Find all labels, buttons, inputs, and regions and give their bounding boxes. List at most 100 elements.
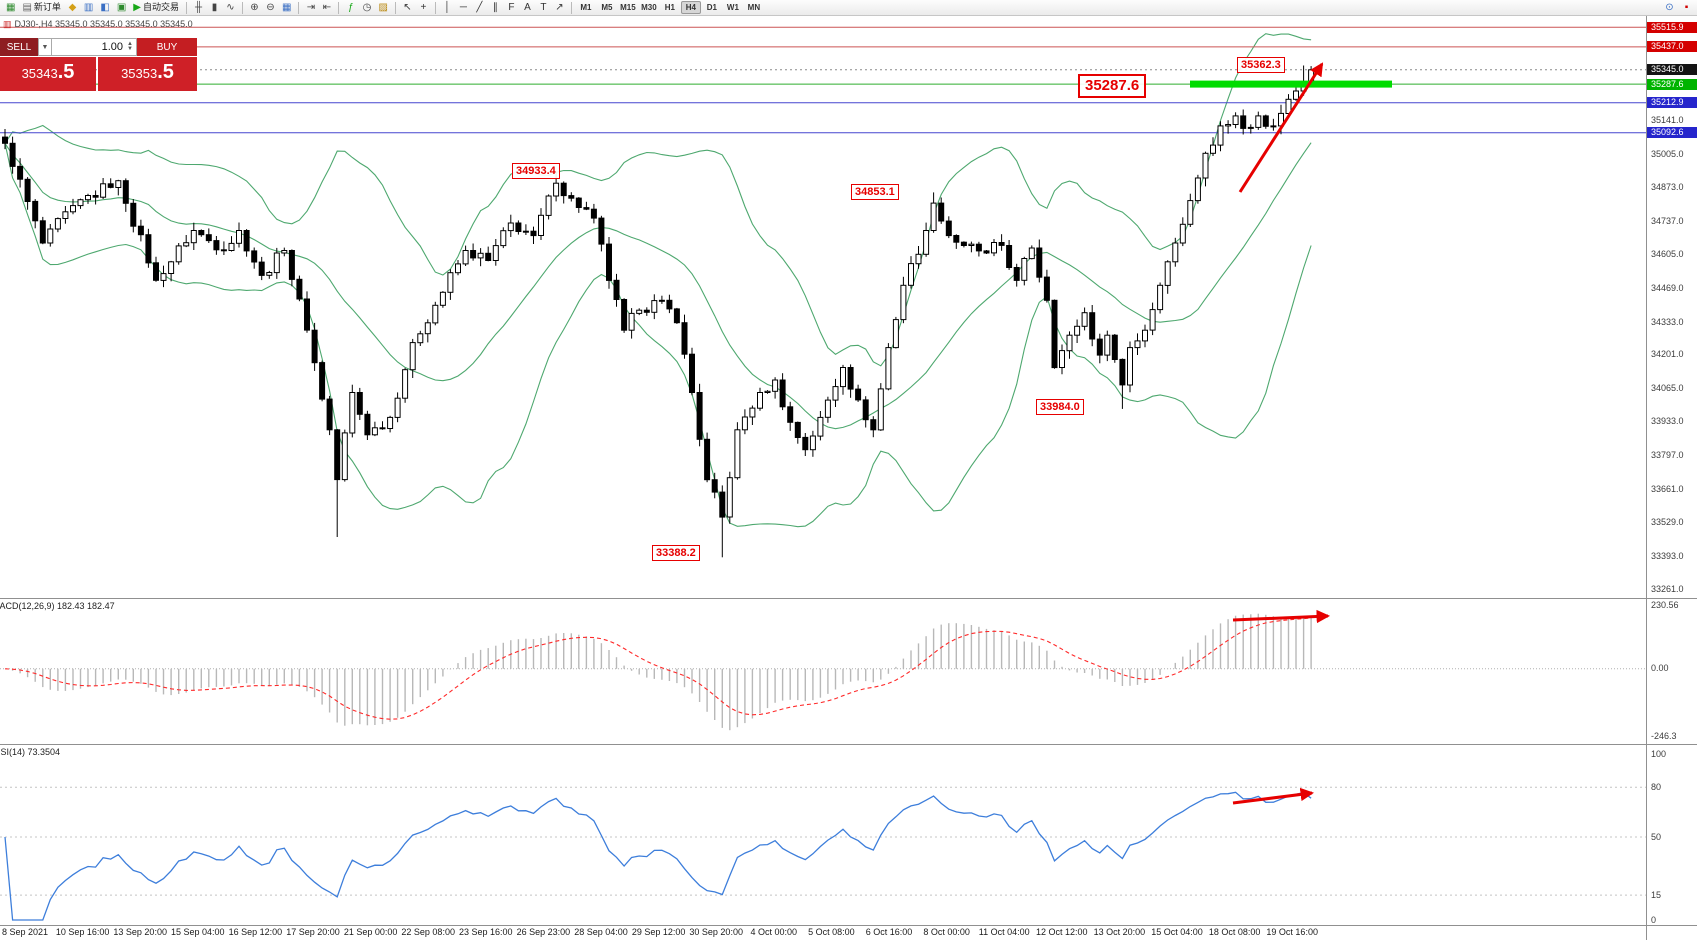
timeframe-m30[interactable]: M30 <box>641 3 657 12</box>
chart-shift-icon[interactable]: ⇤ <box>319 1 334 15</box>
time-axis-label: 13 Oct 20:00 <box>1093 927 1146 937</box>
templates-icon[interactable]: ▨ <box>375 1 390 15</box>
toolbar-separator <box>338 1 340 14</box>
axis-label: 33661.0 <box>1651 483 1684 494</box>
new-chart-icon[interactable]: ▦ <box>3 1 18 15</box>
axis-label: 0 <box>1651 914 1657 925</box>
timeframe-m15[interactable]: M15 <box>620 3 636 12</box>
auto-scroll-icon: ⇥ <box>306 1 316 13</box>
bar-chart-icon: ╫ <box>194 1 203 13</box>
price-callout: 35287.6 <box>1078 74 1147 98</box>
autotrading-button[interactable]: ▶ 自动交易 <box>130 1 182 15</box>
crosshair-icon[interactable]: + <box>416 1 431 15</box>
timeframe-mn[interactable]: MN <box>747 3 761 12</box>
periods-icon[interactable]: ◷ <box>359 1 374 15</box>
new-order-button[interactable]: ▤ 新订单 <box>19 1 63 15</box>
channel-icon: ∥ <box>492 1 498 13</box>
zoom-out-icon[interactable]: ⊖ <box>263 1 278 15</box>
timeframe-m5[interactable]: M5 <box>601 3 613 12</box>
sell-button[interactable]: SELL <box>0 38 38 56</box>
axis-label: 34469.0 <box>1651 282 1684 293</box>
horizontal-line-icon[interactable]: ─ <box>456 1 471 15</box>
toolbar-right: ⊙ ▪ <box>1662 1 1694 15</box>
trendline-icon[interactable]: ╱ <box>472 1 487 15</box>
candlestick-chart-icon[interactable]: ▮ <box>207 1 222 15</box>
axis-label: 35005.0 <box>1651 149 1684 159</box>
data-window-icon[interactable]: ◧ <box>97 1 112 15</box>
price-callout: 33388.2 <box>652 545 700 561</box>
alert-icon[interactable]: ▪ <box>1684 1 1689 13</box>
zoom-in-icon: ⊕ <box>250 1 259 13</box>
time-axis-label: 15 Oct 04:00 <box>1151 927 1203 937</box>
axis-label: 35141.0 <box>1651 115 1684 126</box>
timeframe-h4[interactable]: H4 <box>680 1 701 14</box>
zoom-in-icon[interactable]: ⊕ <box>247 1 262 15</box>
time-axis[interactable]: 8 Sep 2021 10 Sep 16:00 13 Sep 20:00 15 Sep… <box>0 926 1646 940</box>
price-callout: 35362.3 <box>1237 57 1285 73</box>
buy-button[interactable]: BUY <box>137 38 197 56</box>
bar-chart-icon[interactable]: ╫ <box>191 1 206 15</box>
timeframe-w1[interactable]: W1 <box>726 3 739 12</box>
channel-icon[interactable]: ∥ <box>488 1 503 15</box>
time-axis-label: 18 Oct 08:00 <box>1208 927 1261 937</box>
time-axis-label: 8 Oct 00:00 <box>923 927 970 937</box>
symbol-ohlc-text: DJ30-,H4 35345.0 35345.0 35345.0 35345.0 <box>14 19 193 29</box>
volume-down-icon[interactable]: ▼ <box>127 46 133 52</box>
timeframe-m1[interactable]: M1 <box>580 3 592 12</box>
line-chart-icon: ∿ <box>226 1 235 13</box>
toolbar: ▦ ▤ 新订单 ◆ ▥ ◧ ▣ ▶ 自动交易 ╫ ▮ ∿ ⊕ ⊖ ▦ ⇥ ⇤ ƒ ◷ ▨ ↖ + │ ─ ╱ ∥ F A T ↗ M1 M5 M… <box>0 0 1697 16</box>
price-axis[interactable]: 35515.9 35437.0 35345.0 35287.6 35212.9 35141… <box>1647 0 1697 940</box>
sell-price-button[interactable]: 35343.5 <box>0 57 96 91</box>
order-type-dropdown[interactable]: ▼ <box>38 38 52 56</box>
time-axis-label: 12 Oct 12:00 <box>1036 927 1088 937</box>
fibonacci-icon: F <box>508 1 515 13</box>
navigator-icon[interactable]: ▣ <box>114 1 129 15</box>
time-axis-label: 16 Sep 12:00 <box>228 927 283 937</box>
price-callout: 34933.4 <box>512 163 560 179</box>
profile-icon: ◆ <box>68 1 77 13</box>
data-window-icon: ◧ <box>100 1 110 13</box>
volume-stepper[interactable]: ▲ ▼ <box>127 41 133 52</box>
timeframe-h1[interactable]: H1 <box>664 3 676 12</box>
text-icon[interactable]: A <box>520 1 535 15</box>
price-callout: 34853.1 <box>851 184 899 200</box>
auto-scroll-icon[interactable]: ⇥ <box>303 1 318 15</box>
line-chart-icon[interactable]: ∿ <box>223 1 238 15</box>
indicators-icon[interactable]: ƒ <box>343 1 358 15</box>
axis-label: 0.00 <box>1651 663 1669 674</box>
chart-shift-icon: ⇤ <box>322 1 332 13</box>
volume-up-icon[interactable]: ▲ <box>127 41 133 47</box>
axis-label: 34333.0 <box>1651 316 1684 327</box>
vertical-line-icon[interactable]: │ <box>440 1 455 15</box>
buy-price-main: 35353 <box>121 66 158 81</box>
one-click-trading-widget: SELL ▼ 1.00 ▲ ▼ BUY 35343.5 35353.5 <box>0 38 197 91</box>
arrows-tool-icon: ↗ <box>555 1 564 13</box>
time-axis-label: 15 Sep 04:00 <box>171 927 225 937</box>
search-icon[interactable]: ⊙ <box>1665 1 1674 13</box>
market-watch-icon[interactable]: ▥ <box>81 1 96 15</box>
arrows-tool-icon[interactable]: ↗ <box>552 1 567 15</box>
time-axis-label: 19 Oct 16:00 <box>1266 927 1318 937</box>
cursor-icon[interactable]: ↖ <box>400 1 415 15</box>
axis-label: 35092.6 <box>1647 127 1697 139</box>
axis-label: 80 <box>1651 781 1662 792</box>
fibonacci-icon[interactable]: F <box>504 1 519 15</box>
timeframe-d1[interactable]: D1 <box>706 3 718 12</box>
candlestick-chart-icon: ▮ <box>211 1 218 13</box>
volume-input[interactable]: 1.00 ▲ ▼ <box>52 38 137 56</box>
axis-label: 33933.0 <box>1651 416 1684 427</box>
toolbar-separator <box>570 1 572 14</box>
text-label-icon[interactable]: T <box>536 1 551 15</box>
axis-label: 100 <box>1651 748 1667 759</box>
axis-label: 230.56 <box>1651 600 1679 611</box>
tile-windows-icon[interactable]: ▦ <box>279 1 294 15</box>
time-axis-label: 10 Sep 16:00 <box>55 927 110 937</box>
zoom-out-icon: ⊖ <box>266 1 275 13</box>
volume-value: 1.00 <box>101 41 124 53</box>
toolbar-separator <box>394 1 396 14</box>
profile-icon[interactable]: ◆ <box>65 1 80 15</box>
trendline-icon: ╱ <box>476 1 483 13</box>
buy-price-button[interactable]: 35353.5 <box>98 57 197 91</box>
tile-windows-icon: ▦ <box>282 1 292 13</box>
